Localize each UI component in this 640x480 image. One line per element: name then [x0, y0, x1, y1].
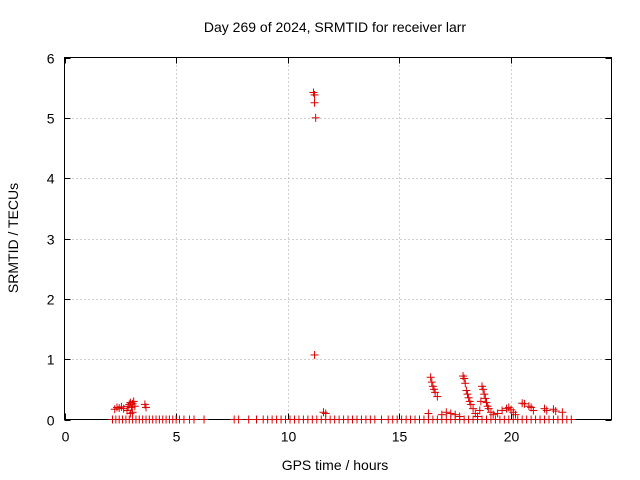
data-point	[460, 374, 469, 383]
data-point	[462, 386, 471, 395]
data-point	[498, 406, 507, 415]
data-point	[115, 404, 124, 413]
data-point	[424, 409, 433, 418]
data-point	[482, 398, 491, 407]
data-point	[558, 408, 567, 417]
data-point	[129, 397, 138, 406]
data-point	[493, 409, 502, 418]
data-point	[112, 403, 121, 412]
data-point	[466, 400, 475, 409]
data-point	[310, 90, 319, 99]
data-point	[481, 394, 490, 403]
data-point	[442, 408, 451, 417]
data-point	[475, 406, 484, 415]
data-point	[455, 412, 464, 421]
data-point	[426, 373, 435, 382]
data-point	[511, 410, 520, 419]
chart-title: Day 269 of 2024, SRMTID for receiver lar…	[204, 19, 467, 35]
data-point	[377, 415, 386, 424]
data-point	[567, 415, 576, 424]
y-tick-label: 2	[47, 292, 55, 308]
data-point	[189, 415, 198, 424]
data-point	[130, 402, 139, 411]
data-point	[127, 403, 136, 412]
data-point	[479, 385, 488, 394]
data-point	[476, 397, 485, 406]
data-point	[252, 415, 261, 424]
data-point	[551, 407, 560, 416]
data-point	[234, 415, 243, 424]
data-point	[461, 379, 470, 388]
x-tick-label: 10	[281, 429, 297, 445]
data-point	[437, 410, 446, 419]
grid-lines	[64, 57, 612, 420]
y-tick-label: 5	[47, 111, 55, 127]
data-point	[321, 409, 330, 418]
data-point	[480, 390, 489, 399]
y-tick-label: 0	[47, 413, 55, 429]
y-tick-label: 6	[47, 51, 55, 67]
data-point	[542, 406, 551, 415]
data-point	[119, 404, 128, 413]
data-point	[141, 403, 150, 412]
x-axis-label: GPS time / hours	[282, 457, 389, 473]
data-point	[540, 404, 549, 413]
data-point	[549, 405, 558, 414]
data-point	[489, 410, 498, 419]
y-axis-label: SRMTID / TECUs	[5, 183, 21, 293]
x-tick-label: 0	[62, 429, 70, 445]
data-point	[520, 399, 529, 408]
data-point	[463, 390, 472, 399]
data-point	[446, 409, 455, 418]
data-point	[126, 398, 135, 407]
data-point	[451, 410, 460, 419]
data-point	[310, 98, 319, 107]
data-points	[108, 88, 576, 424]
plot-frame	[64, 57, 612, 420]
data-point	[431, 388, 440, 397]
x-tick-label: 15	[392, 429, 408, 445]
data-point	[464, 393, 473, 402]
axis-ticks: 0 5 10 15 20 0 1 2 3 4 5 6	[47, 51, 612, 445]
data-point	[469, 404, 478, 413]
y-tick-label: 4	[47, 171, 55, 187]
data-point	[244, 415, 253, 424]
data-point	[128, 408, 137, 417]
y-tick-label: 1	[47, 352, 55, 368]
y-tick-label: 3	[47, 232, 55, 248]
data-point	[529, 406, 538, 415]
x-tick-label: 5	[173, 429, 181, 445]
x-tick-label: 20	[504, 429, 520, 445]
data-point	[370, 415, 379, 424]
data-point	[310, 350, 319, 359]
data-point	[427, 378, 436, 387]
data-point	[311, 113, 320, 122]
data-point	[473, 412, 482, 421]
data-point	[200, 415, 209, 424]
data-point	[433, 392, 442, 401]
data-point	[319, 408, 328, 417]
data-point	[502, 404, 511, 413]
